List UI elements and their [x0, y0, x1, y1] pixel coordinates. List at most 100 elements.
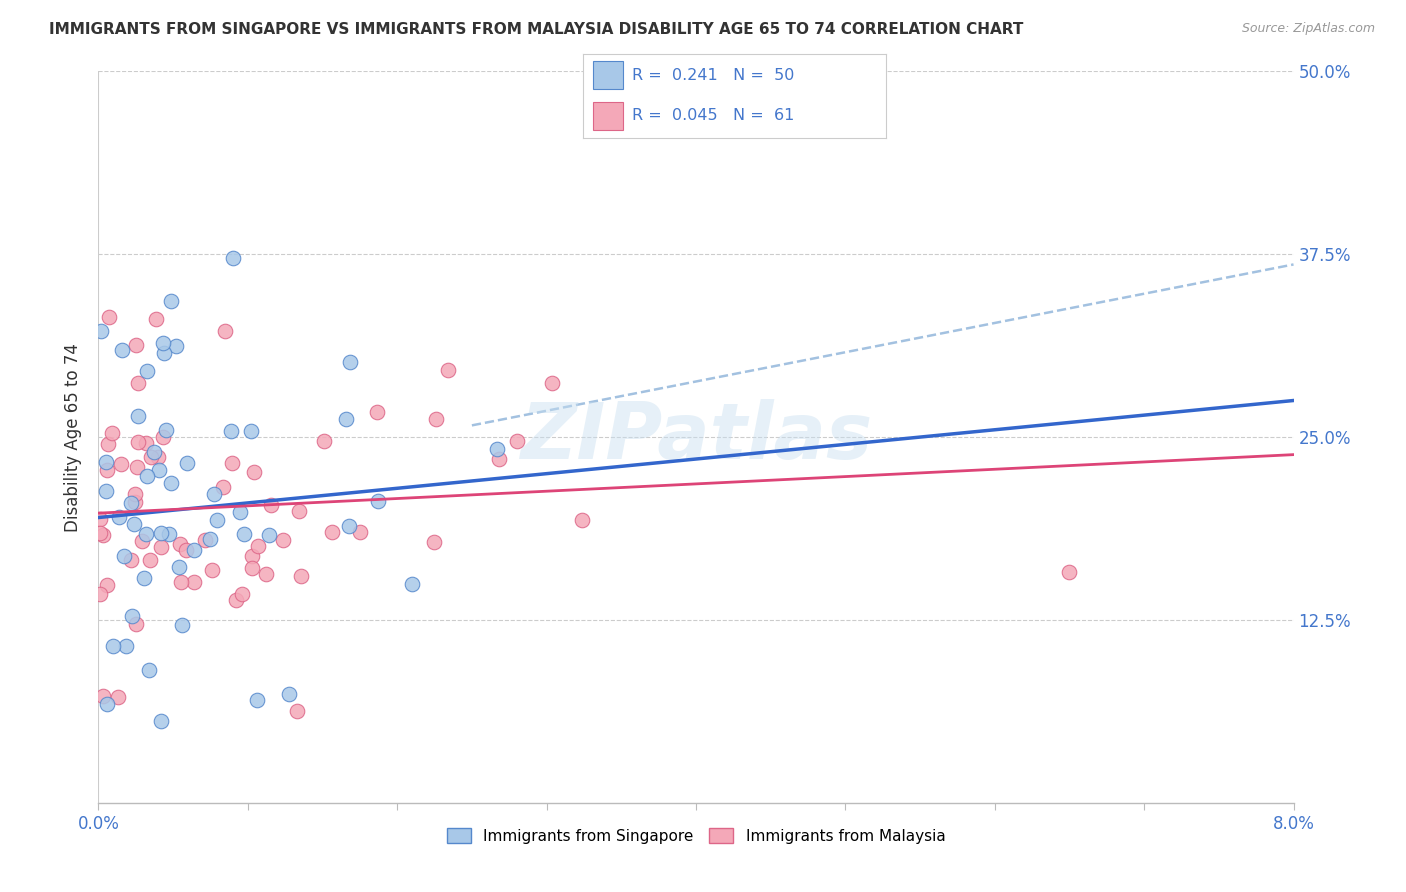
Point	[321, 524, 343, 539]
Point	[240, 549, 263, 563]
Point	[160, 475, 183, 490]
Point	[148, 462, 170, 476]
Point	[150, 714, 173, 728]
Point	[89, 511, 111, 525]
Point	[135, 527, 157, 541]
Point	[139, 553, 162, 567]
Point	[437, 362, 460, 376]
Text: ZIPatlas: ZIPatlas	[520, 399, 872, 475]
Point	[169, 560, 191, 574]
Point	[290, 569, 312, 583]
Point	[207, 513, 229, 527]
Point	[176, 543, 198, 558]
Point	[225, 592, 247, 607]
Point	[423, 535, 446, 549]
Point	[254, 566, 277, 581]
Point	[155, 423, 177, 437]
Point	[246, 693, 269, 707]
Point	[143, 445, 166, 459]
Point	[312, 434, 335, 449]
Point	[571, 513, 593, 527]
Point	[200, 533, 222, 547]
Point	[97, 437, 120, 451]
Point	[103, 639, 125, 653]
Point	[127, 434, 149, 449]
Text: R =  0.241   N =  50: R = 0.241 N = 50	[631, 68, 794, 83]
Point	[108, 509, 131, 524]
Point	[107, 690, 129, 705]
Text: Source: ZipAtlas.com: Source: ZipAtlas.com	[1241, 22, 1375, 36]
Point	[131, 533, 153, 548]
Point	[111, 343, 134, 358]
Point	[96, 697, 118, 711]
Point	[160, 293, 183, 308]
Bar	[592, 102, 623, 130]
Point	[169, 537, 191, 551]
Point	[212, 480, 235, 494]
Point	[231, 587, 253, 601]
Point	[96, 463, 118, 477]
Point	[125, 617, 148, 632]
Point	[200, 562, 222, 576]
Point	[222, 251, 245, 265]
Point	[221, 457, 243, 471]
Point	[89, 525, 111, 540]
Point	[101, 426, 124, 441]
Point	[257, 528, 280, 542]
Point	[112, 549, 135, 563]
Point	[219, 424, 242, 438]
Point	[125, 338, 148, 352]
Point	[114, 639, 136, 653]
Point	[96, 578, 118, 592]
Point	[339, 355, 361, 369]
Point	[96, 483, 118, 498]
Point	[94, 455, 117, 469]
Point	[152, 336, 174, 351]
Text: IMMIGRANTS FROM SINGAPORE VS IMMIGRANTS FROM MALAYSIA DISABILITY AGE 65 TO 74 CO: IMMIGRANTS FROM SINGAPORE VS IMMIGRANTS …	[49, 22, 1024, 37]
Point	[488, 452, 510, 467]
Point	[91, 528, 114, 542]
Point	[138, 663, 160, 677]
Point	[170, 617, 193, 632]
Point	[247, 539, 270, 553]
Point	[127, 376, 149, 390]
Point	[152, 430, 174, 444]
Point	[401, 577, 423, 591]
Point	[541, 376, 564, 390]
Point	[153, 346, 176, 360]
Point	[335, 412, 357, 426]
Point	[121, 608, 143, 623]
Point	[146, 450, 169, 464]
Point	[183, 575, 205, 590]
Point	[90, 324, 112, 338]
Bar	[592, 62, 623, 89]
Point	[122, 517, 145, 532]
Point	[366, 405, 388, 419]
Point	[271, 533, 294, 547]
Point	[110, 458, 132, 472]
Point	[135, 363, 157, 377]
Legend: Immigrants from Singapore, Immigrants from Malaysia: Immigrants from Singapore, Immigrants fr…	[440, 822, 952, 850]
Point	[150, 525, 173, 540]
Point	[165, 338, 187, 352]
Point	[124, 487, 146, 501]
Point	[170, 575, 193, 590]
Point	[141, 450, 163, 464]
Point	[145, 311, 167, 326]
Point	[214, 324, 236, 338]
Point	[89, 587, 111, 601]
Point	[202, 487, 225, 501]
Point	[194, 533, 217, 548]
Point	[243, 466, 266, 480]
Text: R =  0.045   N =  61: R = 0.045 N = 61	[631, 108, 794, 123]
Point	[240, 424, 263, 438]
Point	[135, 436, 157, 450]
Point	[506, 434, 529, 448]
Point	[367, 494, 389, 508]
Y-axis label: Disability Age 65 to 74: Disability Age 65 to 74	[65, 343, 83, 532]
Point	[486, 442, 509, 456]
Point	[136, 469, 159, 483]
Point	[259, 498, 281, 512]
Point	[288, 504, 311, 518]
Point	[349, 524, 371, 539]
